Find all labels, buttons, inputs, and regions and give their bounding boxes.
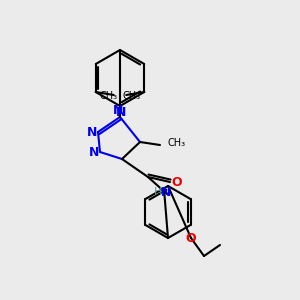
Text: O: O bbox=[172, 176, 182, 188]
Text: N: N bbox=[113, 104, 123, 118]
Text: N: N bbox=[89, 146, 99, 158]
Text: CH₃: CH₃ bbox=[168, 138, 186, 148]
Text: N: N bbox=[87, 125, 97, 139]
Text: CH₃: CH₃ bbox=[99, 91, 117, 101]
Text: N: N bbox=[161, 185, 171, 199]
Text: CH₃: CH₃ bbox=[123, 91, 141, 101]
Text: O: O bbox=[186, 232, 196, 244]
Text: N: N bbox=[116, 106, 126, 118]
Text: H: H bbox=[154, 187, 162, 197]
